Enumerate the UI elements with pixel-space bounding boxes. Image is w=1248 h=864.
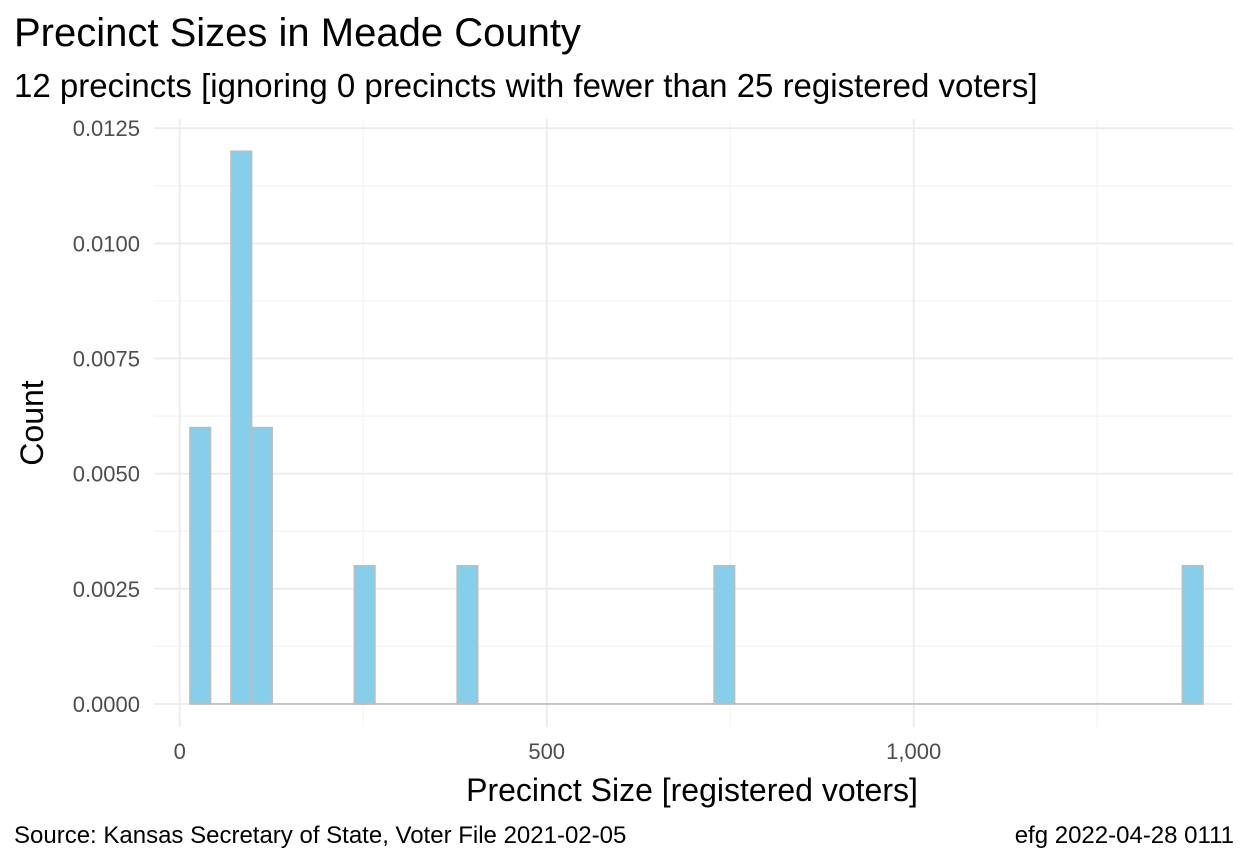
- x-tick-label: 1,000: [886, 739, 941, 764]
- histogram-bar: [250, 426, 273, 705]
- chart-title: Precinct Sizes in Meade County: [14, 11, 581, 55]
- y-tick-label: 0.0125: [73, 116, 140, 141]
- y-axis-title: Count: [14, 380, 50, 466]
- x-tick-label: 0: [174, 739, 186, 764]
- histogram-bar: [230, 150, 253, 705]
- x-axis-tick-labels: 0 500 1,000: [174, 739, 942, 764]
- histogram-bar: [353, 564, 376, 705]
- grid-lines: [154, 119, 1233, 727]
- y-tick-label: 0.0100: [73, 231, 140, 256]
- histogram-bars: [189, 150, 1204, 705]
- y-axis-tick-labels: 0.0000 0.0025 0.0050 0.0075 0.0100 0.0125: [73, 116, 140, 717]
- histogram-bar: [1181, 564, 1204, 705]
- histogram-bar: [189, 426, 212, 705]
- x-tick-label: 500: [528, 739, 565, 764]
- chart-subtitle: 12 precincts [ignoring 0 precincts with …: [14, 67, 1038, 104]
- y-tick-label: 0.0000: [73, 692, 140, 717]
- histogram-bar: [456, 564, 479, 705]
- x-axis-title: Precinct Size [registered voters]: [466, 772, 918, 808]
- histogram-bar: [713, 564, 736, 705]
- author-stamp: efg 2022-04-28 0111: [1014, 822, 1234, 849]
- y-tick-label: 0.0075: [73, 347, 140, 372]
- y-tick-label: 0.0025: [73, 577, 140, 602]
- source-caption: Source: Kansas Secretary of State, Voter…: [14, 822, 627, 849]
- y-tick-label: 0.0050: [73, 462, 140, 487]
